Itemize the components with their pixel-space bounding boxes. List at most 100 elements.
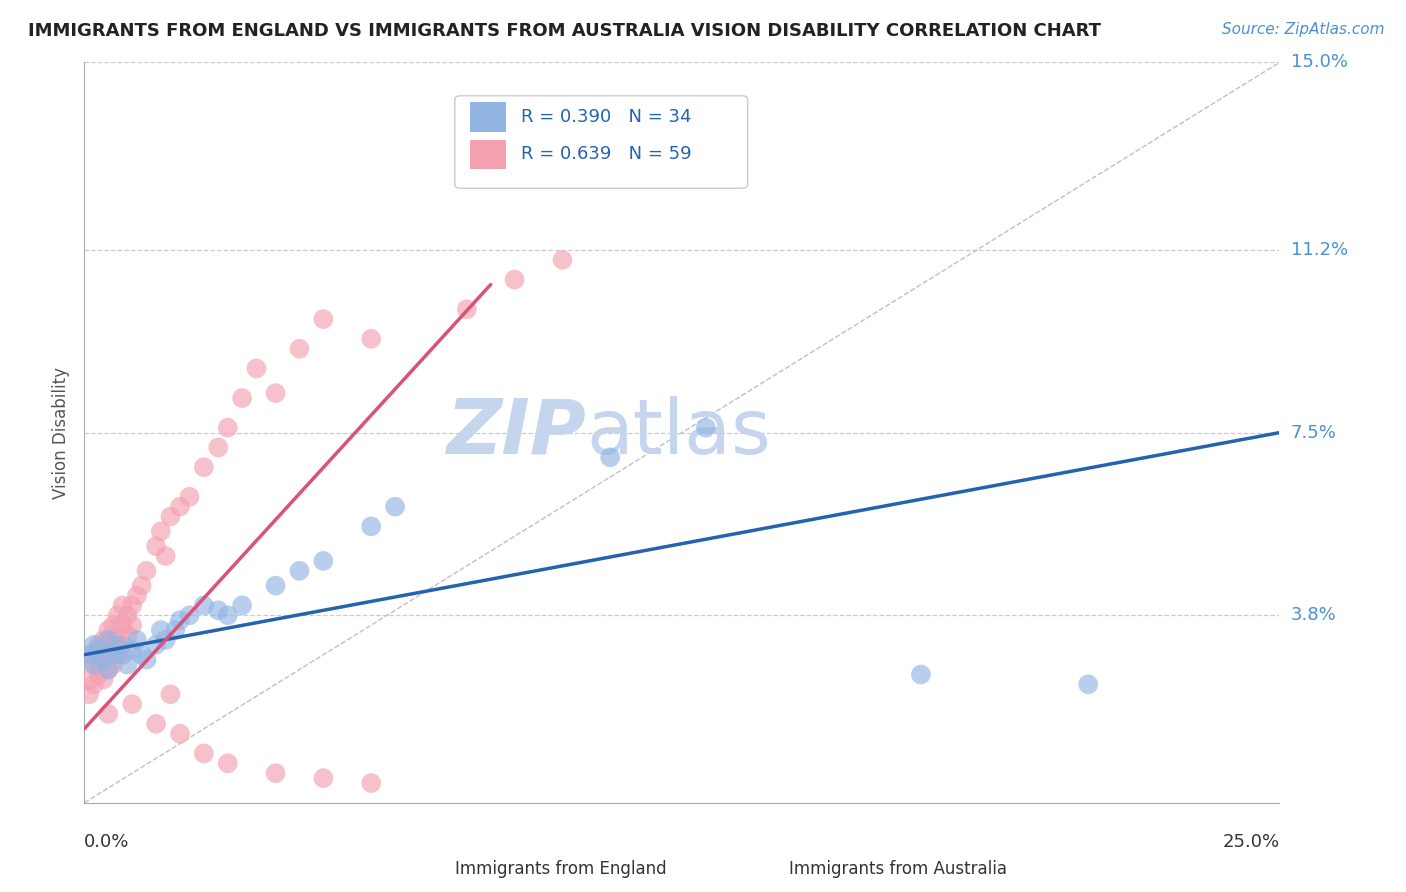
- Point: [217, 608, 239, 623]
- Point: [1077, 677, 1099, 691]
- Point: [97, 706, 120, 721]
- Point: [107, 608, 129, 623]
- Point: [165, 623, 187, 637]
- Point: [121, 697, 143, 711]
- Point: [312, 771, 335, 785]
- Point: [288, 342, 311, 356]
- Point: [135, 653, 157, 667]
- Point: [149, 623, 172, 637]
- Point: [503, 272, 526, 286]
- Point: [384, 500, 406, 514]
- Point: [101, 648, 124, 662]
- Point: [83, 657, 105, 672]
- Point: [117, 657, 139, 672]
- Point: [360, 519, 382, 533]
- Point: [93, 648, 115, 662]
- Point: [910, 667, 932, 681]
- Point: [87, 642, 110, 657]
- Point: [83, 677, 105, 691]
- Point: [125, 632, 148, 647]
- Point: [179, 490, 201, 504]
- Text: 11.2%: 11.2%: [1291, 241, 1348, 259]
- Point: [217, 756, 239, 771]
- Point: [456, 302, 478, 317]
- Point: [97, 648, 120, 662]
- FancyBboxPatch shape: [471, 103, 506, 132]
- Point: [111, 618, 134, 632]
- Text: 7.5%: 7.5%: [1291, 424, 1337, 442]
- Point: [87, 667, 110, 681]
- Point: [77, 687, 100, 701]
- Point: [121, 599, 143, 613]
- Point: [193, 460, 215, 475]
- Point: [97, 663, 120, 677]
- Point: [217, 420, 239, 434]
- Point: [231, 391, 253, 405]
- Point: [145, 716, 167, 731]
- Point: [169, 500, 191, 514]
- Text: Immigrants from Australia: Immigrants from Australia: [790, 861, 1008, 879]
- Point: [288, 564, 311, 578]
- Point: [97, 623, 120, 637]
- Point: [145, 539, 167, 553]
- Point: [169, 727, 191, 741]
- Point: [83, 648, 105, 662]
- Text: Immigrants from England: Immigrants from England: [456, 861, 666, 879]
- Point: [125, 589, 148, 603]
- Point: [107, 628, 129, 642]
- Point: [111, 599, 134, 613]
- Point: [87, 657, 110, 672]
- Text: atlas: atlas: [586, 396, 770, 469]
- Point: [264, 579, 287, 593]
- Point: [135, 564, 157, 578]
- Point: [77, 673, 100, 687]
- Point: [599, 154, 621, 169]
- Point: [97, 663, 120, 677]
- Point: [312, 554, 335, 568]
- FancyBboxPatch shape: [456, 95, 748, 188]
- Point: [111, 638, 134, 652]
- Point: [207, 441, 229, 455]
- Point: [695, 420, 717, 434]
- Point: [145, 638, 167, 652]
- Point: [193, 747, 215, 761]
- Text: 15.0%: 15.0%: [1291, 54, 1347, 71]
- Point: [121, 642, 143, 657]
- Point: [101, 618, 124, 632]
- Text: R = 0.639   N = 59: R = 0.639 N = 59: [520, 145, 692, 163]
- Point: [107, 638, 129, 652]
- Point: [169, 613, 191, 627]
- Point: [551, 252, 574, 267]
- FancyBboxPatch shape: [471, 140, 506, 169]
- Point: [93, 632, 115, 647]
- Y-axis label: Vision Disability: Vision Disability: [52, 367, 70, 499]
- Point: [97, 632, 120, 647]
- Text: IMMIGRANTS FROM ENGLAND VS IMMIGRANTS FROM AUSTRALIA VISION DISABILITY CORRELATI: IMMIGRANTS FROM ENGLAND VS IMMIGRANTS FR…: [28, 22, 1101, 40]
- Point: [159, 687, 181, 701]
- Point: [111, 648, 134, 662]
- Text: 25.0%: 25.0%: [1222, 833, 1279, 851]
- Point: [207, 603, 229, 617]
- Point: [93, 653, 115, 667]
- Point: [87, 638, 110, 652]
- Point: [131, 579, 153, 593]
- Point: [193, 599, 215, 613]
- Point: [117, 608, 139, 623]
- Text: 3.8%: 3.8%: [1291, 607, 1336, 624]
- Text: Source: ZipAtlas.com: Source: ZipAtlas.com: [1222, 22, 1385, 37]
- Point: [117, 628, 139, 642]
- Text: ZIP: ZIP: [447, 396, 586, 469]
- Point: [312, 312, 335, 326]
- Point: [121, 618, 143, 632]
- Point: [264, 386, 287, 401]
- Point: [101, 638, 124, 652]
- Point: [360, 332, 382, 346]
- FancyBboxPatch shape: [742, 856, 775, 883]
- Point: [264, 766, 287, 780]
- Point: [149, 524, 172, 539]
- Point: [155, 549, 177, 563]
- Point: [131, 648, 153, 662]
- Text: R = 0.390   N = 34: R = 0.390 N = 34: [520, 108, 692, 126]
- Point: [77, 648, 100, 662]
- Text: 0.0%: 0.0%: [84, 833, 129, 851]
